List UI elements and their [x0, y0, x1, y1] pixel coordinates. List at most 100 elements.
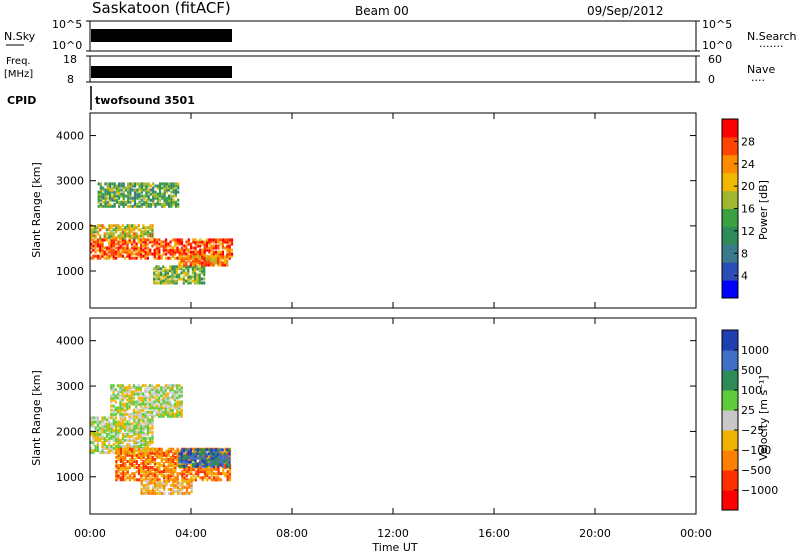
velocity-heatmap-cell	[140, 476, 143, 480]
power-heatmap-cell	[155, 267, 158, 271]
velocity-heatmap-cell	[126, 408, 129, 412]
power-heatmap-cell	[169, 256, 172, 260]
velocity-heatmap-cell	[179, 489, 182, 493]
power-heatmap-cell	[124, 248, 127, 252]
power-heatmap-cell	[94, 242, 97, 246]
velocity-heatmap-cell	[187, 456, 190, 460]
velocity-heatmap-cell	[151, 472, 154, 476]
velocity-heatmap-cell	[173, 390, 176, 394]
power-heatmap-cell	[120, 194, 123, 198]
velocity-heatmap-cell	[147, 449, 150, 453]
velocity-heatmap-cell	[158, 447, 161, 451]
velocity-heatmap-cell	[167, 384, 170, 388]
velocity-heatmap-cell	[139, 392, 142, 396]
velocity-heatmap-cell	[163, 485, 166, 489]
velocity-heatmap-cell	[110, 436, 113, 440]
power-heatmap-cell	[207, 261, 211, 265]
velocity-heatmap-cell	[119, 466, 122, 470]
power-heatmap-cell	[191, 267, 194, 271]
power-heatmap-cell	[126, 244, 129, 248]
velocity-heatmap-cell	[153, 464, 157, 467]
velocity-heatmap-cell	[197, 468, 200, 472]
power-heatmap-cell	[189, 265, 192, 269]
power-heatmap-cell	[205, 259, 208, 263]
power-heatmap-cell	[140, 250, 143, 254]
power-heatmap-cell	[171, 269, 174, 273]
power-heatmap-cell	[99, 256, 102, 260]
power-heatmap-cell	[174, 194, 177, 198]
velocity-heatmap-cell	[155, 392, 158, 396]
power-heatmap-cell	[177, 186, 180, 190]
velocity-heatmap-cell	[138, 453, 141, 457]
power-heatmap-cell	[126, 228, 129, 232]
velocity-heatmap-cell	[205, 448, 208, 452]
velocity-heatmap-cell	[130, 426, 134, 430]
velocity-heatmap-cell	[155, 410, 158, 414]
power-heatmap-cell	[166, 281, 169, 285]
velocity-heatmap-cell	[228, 476, 232, 480]
freq-tick-bottom: 8	[67, 73, 74, 86]
power-colorbar-swatch	[722, 280, 738, 299]
velocity-heatmap-cell	[137, 396, 140, 400]
velocity-heatmap-cell	[206, 470, 209, 474]
power-heatmap-cell	[108, 254, 111, 258]
power-heatmap-cell	[142, 238, 145, 242]
power-heatmap-cell	[162, 244, 165, 248]
velocity-heatmap-cell	[162, 392, 165, 396]
velocity-heatmap-cell	[144, 398, 147, 402]
power-heatmap-cell	[108, 224, 111, 228]
velocity-heatmap-cell	[115, 470, 118, 474]
power-heatmap-cell	[214, 257, 217, 261]
velocity-heatmap-cell	[194, 458, 197, 462]
power-heatmap-cell	[133, 256, 136, 260]
velocity-heatmap-cell	[133, 420, 136, 424]
velocity-heatmap-cell	[144, 432, 147, 436]
velocity-heatmap-cell	[151, 489, 155, 493]
velocity-heatmap-cell	[178, 388, 181, 392]
velocity-heatmap-cell	[149, 489, 152, 493]
power-heatmap-cell	[203, 267, 206, 271]
velocity-heatmap-cell	[219, 460, 222, 464]
velocity-heatmap-cell	[198, 448, 201, 452]
velocity-heatmap-cell	[119, 438, 122, 442]
velocity-heatmap-cell	[187, 452, 190, 456]
velocity-heatmap-cell	[108, 428, 111, 432]
power-heatmap-cell	[198, 269, 201, 273]
velocity-heatmap-cell	[163, 453, 166, 457]
power-heatmap-cell	[112, 256, 115, 260]
velocity-heatmap-cell	[142, 468, 145, 472]
velocity-heatmap-cell	[163, 491, 166, 495]
velocity-heatmap-cell	[105, 418, 109, 422]
velocity-heatmap-cell	[214, 460, 217, 464]
velocity-heatmap-cell	[185, 483, 189, 487]
velocity-heatmap-cell	[119, 412, 122, 416]
velocity-heatmap-cell	[178, 394, 181, 398]
power-heatmap-cell	[165, 246, 168, 250]
power-heatmap-cell	[165, 256, 168, 260]
power-heatmap-cell	[147, 194, 150, 198]
velocity-heatmap-cell	[137, 414, 140, 418]
power-heatmap-cell	[166, 271, 169, 275]
power-colorbar-swatch	[722, 244, 738, 263]
velocity-heatmap-cell	[90, 432, 93, 436]
velocity-heatmap-cell	[114, 400, 117, 404]
velocity-heatmap-cell	[226, 478, 229, 482]
power-heatmap-cell	[203, 252, 206, 256]
velocity-heatmap-cell	[188, 468, 191, 472]
power-heatmap-cell	[201, 252, 204, 256]
power-heatmap-cell	[154, 192, 157, 196]
velocity-heatmap-cell	[167, 396, 170, 400]
power-heatmap-cell	[127, 184, 130, 188]
power-heatmap-cell	[127, 190, 130, 194]
power-heatmap-cell	[108, 242, 111, 246]
power-heatmap-cell	[129, 184, 132, 188]
power-heatmap-cell	[110, 244, 113, 248]
power-heatmap-cell	[121, 242, 124, 246]
power-heatmap-cell	[177, 190, 180, 194]
velocity-heatmap-cell	[135, 388, 138, 392]
velocity-heatmap-cell	[99, 438, 102, 442]
nave-dots: ····	[751, 74, 765, 87]
power-heatmap-cell	[106, 186, 109, 190]
power-heatmap-cell	[196, 275, 199, 279]
